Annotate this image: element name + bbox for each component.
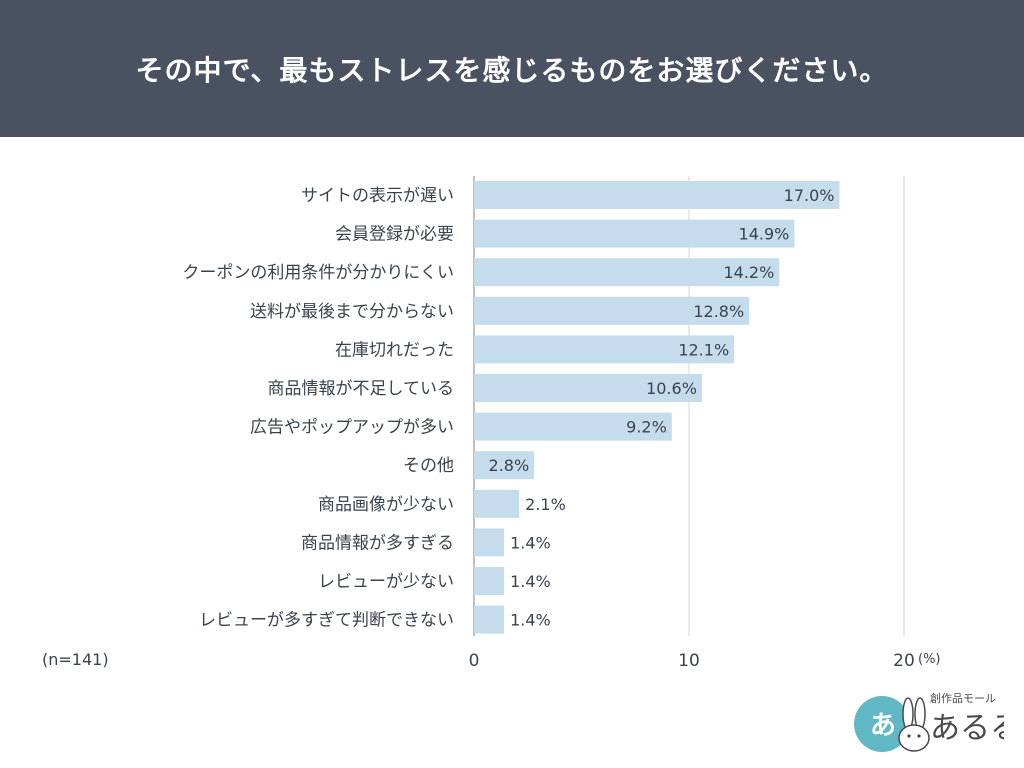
data-label: 14.2% [723,263,774,282]
logo-name: あるる [930,711,1004,746]
bar [474,335,735,364]
x-tick-label: 20 [893,651,915,671]
data-label: 1.4% [510,572,551,591]
data-label: 12.1% [678,340,729,359]
bar [474,605,505,634]
category-label: レビューが多すぎて判断できない [199,611,454,631]
category-label: 商品情報が多すぎる [301,533,454,553]
x-tick-label: 10 [678,651,700,671]
data-label: 17.0% [784,186,835,205]
data-label: 2.8% [489,456,530,475]
sample-size-note: (n=141) [42,650,109,669]
bar [474,412,672,441]
bar [474,567,505,595]
logo-circle-char: あ [870,711,896,741]
category-label: 商品画像が少ない [318,495,454,515]
data-label: 1.4% [510,533,551,552]
category-label: レビューが少ない [318,572,454,592]
bar [474,489,520,518]
category-label: 商品情報が不足している [268,379,455,399]
x-tick-label: 0 [469,651,480,671]
category-label: サイトの表示が遅い [301,186,454,206]
chart-title: その中で、最もストレスを感じるものをお選びください。 [135,53,889,87]
title-banner: その中で、最もストレスを感じるものをお選びください。 [0,0,1024,137]
arulu-logo: あ 創作品モール あるる [854,691,1004,752]
category-label: 在庫切れだった [335,340,454,360]
data-label: 9.2% [626,418,667,437]
logo-circle [854,696,910,752]
category-label: クーポンの利用条件が分かりにくい [182,263,454,283]
bar [474,374,702,402]
data-label: 10.6% [646,379,697,398]
category-label: 送料が最後まで分からない [250,302,454,322]
bar [474,528,505,557]
bar [474,181,840,209]
x-axis-unit: (%) [918,652,941,667]
category-label: 広告やポップアップが多い [250,418,454,438]
data-label: 12.8% [693,302,744,321]
bar [474,219,795,248]
category-label: 会員登録が必要 [335,225,454,245]
bar [474,451,535,480]
rabbit-icon [898,697,930,752]
data-label: 1.4% [510,611,551,630]
logo-tagline: 創作品モール [930,691,996,705]
bar [474,296,750,325]
data-label: 2.1% [525,495,566,514]
category-label: その他 [403,456,454,476]
data-label: 14.9% [739,225,790,244]
bar [474,258,780,287]
